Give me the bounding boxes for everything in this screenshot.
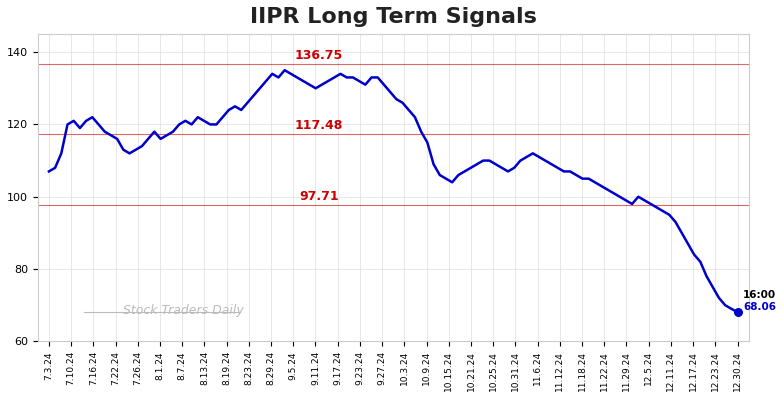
Text: 117.48: 117.48 <box>295 119 343 132</box>
Point <box>731 309 744 315</box>
Text: Stock Traders Daily: Stock Traders Daily <box>123 304 244 317</box>
Text: 68.06: 68.06 <box>743 302 776 312</box>
Title: IIPR Long Term Signals: IIPR Long Term Signals <box>250 7 537 27</box>
Text: 97.71: 97.71 <box>299 190 339 203</box>
Text: 136.75: 136.75 <box>295 49 343 62</box>
Text: 16:00: 16:00 <box>743 290 776 300</box>
